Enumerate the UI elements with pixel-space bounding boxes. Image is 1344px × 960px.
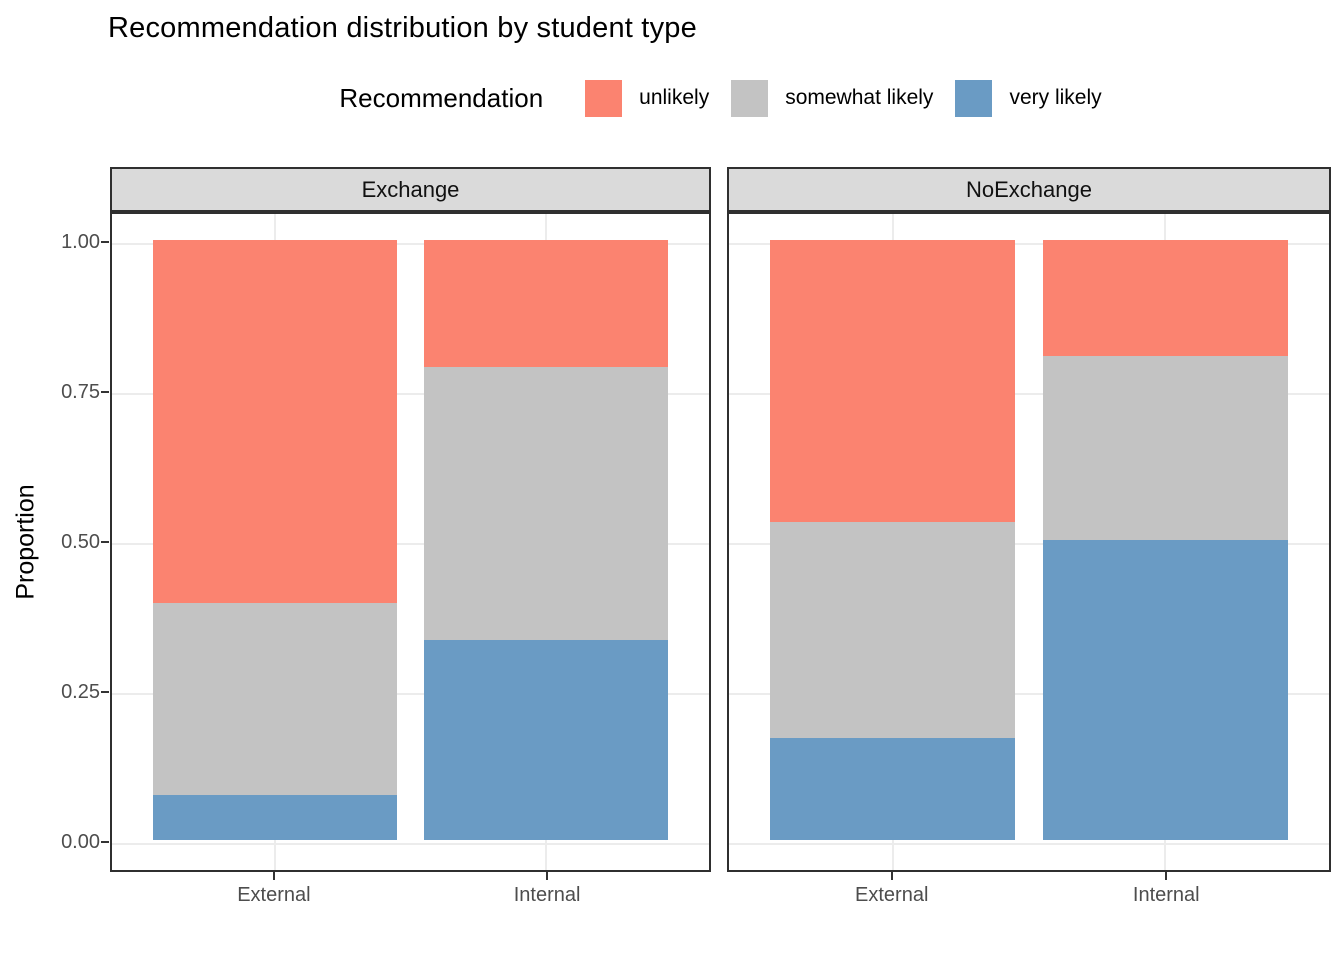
y-tick-label: 0.50 <box>61 531 100 553</box>
y-tick-label: 1.00 <box>61 231 100 253</box>
chart-title: Recommendation distribution by student t… <box>108 12 697 44</box>
bar-segment-unlikely <box>152 240 397 603</box>
facet-panel-exchange <box>110 212 711 872</box>
bar-exchange-external <box>152 240 397 840</box>
legend-label: very likely <box>1009 86 1102 109</box>
facet-strip-label: Exchange <box>361 176 460 202</box>
x-tick-label: Internal <box>1132 884 1200 906</box>
gridline-h <box>112 543 709 545</box>
bar-segment-very-likely <box>1042 540 1289 840</box>
legend-title: Recommendation <box>339 82 544 113</box>
legend-label: somewhat likely <box>785 86 934 109</box>
gridline-h <box>729 243 1329 245</box>
legend-item-unlikely: unlikely <box>585 79 710 117</box>
bar-segment-unlikely <box>424 240 669 368</box>
bar-segment-unlikely <box>1042 240 1289 357</box>
y-tick-label: 0.25 <box>61 681 100 703</box>
bar-noexchange-internal <box>1042 240 1289 840</box>
gridline-h <box>729 693 1329 695</box>
y-tick-label: 0.75 <box>61 381 100 403</box>
bar-segment-very-likely <box>424 640 669 840</box>
legend-label: unlikely <box>639 86 710 109</box>
y-tick-mark <box>101 241 109 243</box>
bar-segment-unlikely <box>769 240 1016 522</box>
x-tick-mark <box>1165 872 1168 880</box>
x-tick-label: Internal <box>513 884 581 906</box>
x-tick-mark <box>546 872 549 880</box>
legend-swatch-very-likely <box>955 79 993 117</box>
gridline-h <box>112 393 709 395</box>
bar-exchange-internal <box>424 240 669 840</box>
facet-strip-exchange: Exchange <box>110 167 711 212</box>
y-tick-label: 0.00 <box>61 831 100 853</box>
bar-noexchange-external <box>769 240 1016 840</box>
bar-segment-very-likely <box>769 738 1016 840</box>
bar-segment-very-likely <box>152 795 397 840</box>
gridline-h <box>112 243 709 245</box>
gridline-h <box>729 843 1329 845</box>
bar-segment-somewhat-likely <box>152 603 397 795</box>
facet-strip-label: NoExchange <box>966 176 1092 202</box>
legend: Recommendation unlikely somewhat likely … <box>110 72 1331 124</box>
x-tick-label: External <box>855 884 929 906</box>
gridline-h <box>729 543 1329 545</box>
legend-swatch-somewhat-likely <box>731 79 769 117</box>
bar-segment-somewhat-likely <box>424 367 669 641</box>
bar-segment-somewhat-likely <box>769 522 1016 738</box>
x-tick-mark <box>272 872 275 880</box>
facet-strip-noexchange: NoExchange <box>727 167 1331 212</box>
x-tick-label: External <box>237 884 311 906</box>
gridline-h <box>112 843 709 845</box>
y-tick-mark <box>101 541 109 543</box>
x-axis-noexchange: External Internal <box>727 884 1331 914</box>
y-tick-mark <box>101 391 109 393</box>
legend-swatch-unlikely <box>585 79 623 117</box>
legend-item-very-likely: very likely <box>955 79 1102 117</box>
x-tick-mark <box>890 872 893 880</box>
y-tick-mark <box>101 841 109 843</box>
bar-segment-somewhat-likely <box>1042 356 1289 540</box>
gridline-h <box>112 693 709 695</box>
facet-panel-noexchange <box>727 212 1331 872</box>
y-tick-mark <box>101 691 109 693</box>
gridline-h <box>729 393 1329 395</box>
x-axis-exchange: External Internal <box>110 884 711 914</box>
legend-item-somewhat-likely: somewhat likely <box>731 79 934 117</box>
